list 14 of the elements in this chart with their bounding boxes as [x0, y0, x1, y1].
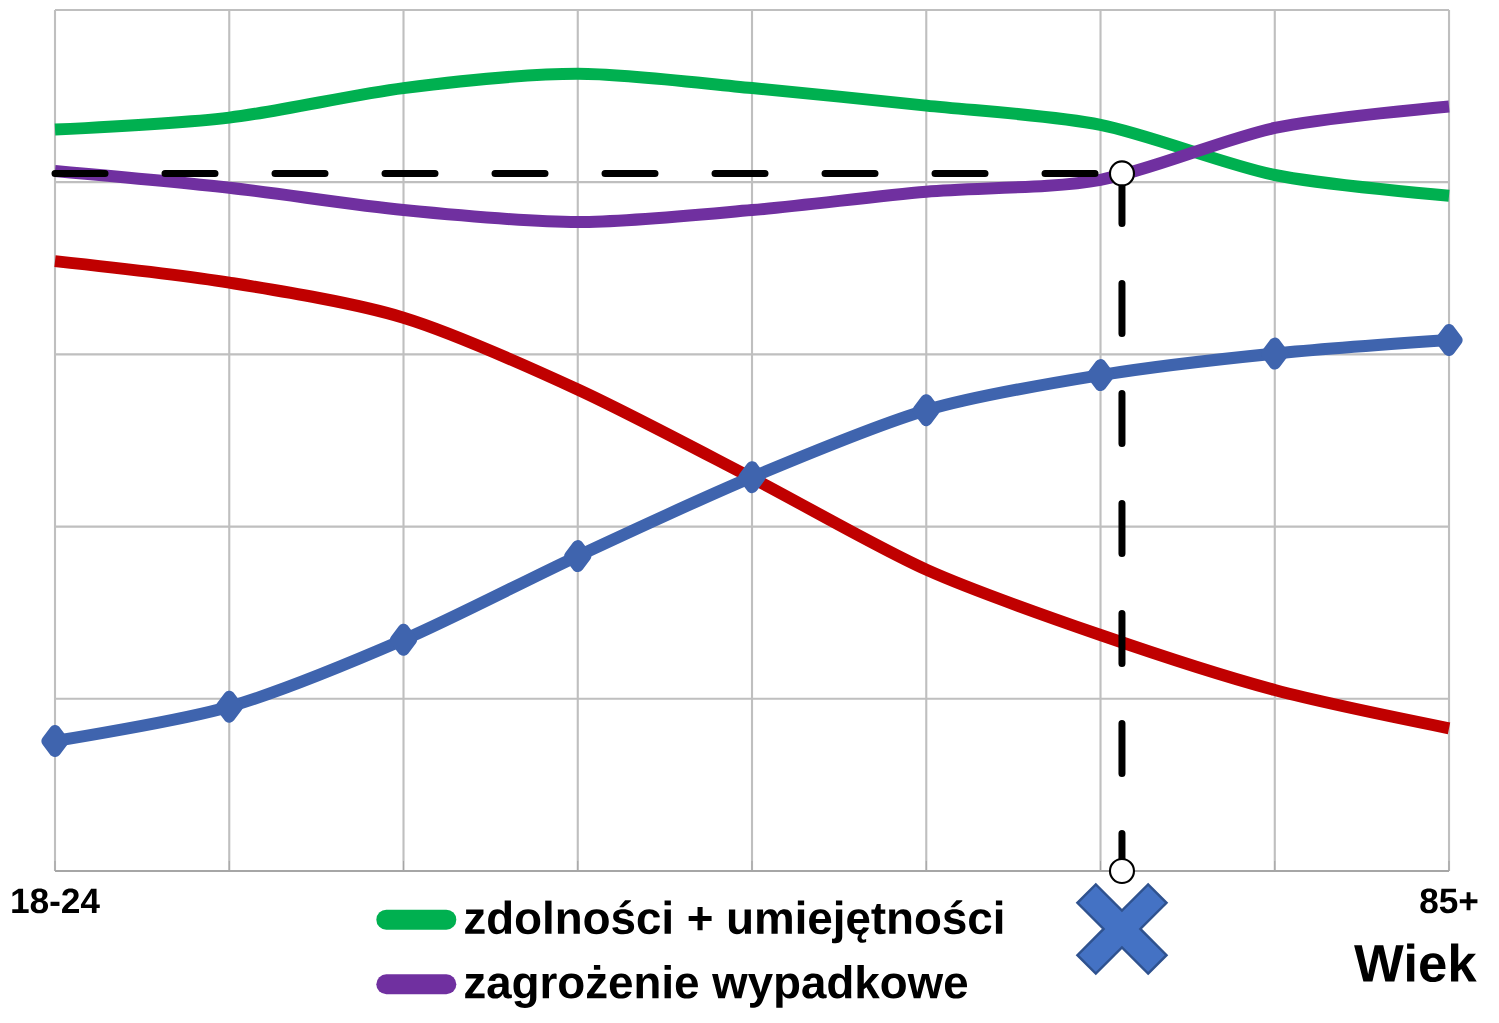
point [1435, 324, 1463, 357]
x-axis-title: Wiek [1354, 943, 1477, 983]
point [738, 461, 766, 494]
legend-label: zdolności + umiejętności [465, 900, 1003, 944]
x-tick-label: 85+ [1420, 888, 1478, 914]
point [1087, 359, 1115, 392]
x-tick-label: 18-24 [12, 888, 100, 914]
point [41, 725, 69, 758]
point [912, 394, 940, 427]
point [564, 540, 592, 573]
point [215, 690, 243, 723]
point [390, 623, 418, 656]
legend-label: zagrożenie wypadkowe [465, 965, 968, 1008]
point [1261, 337, 1289, 370]
